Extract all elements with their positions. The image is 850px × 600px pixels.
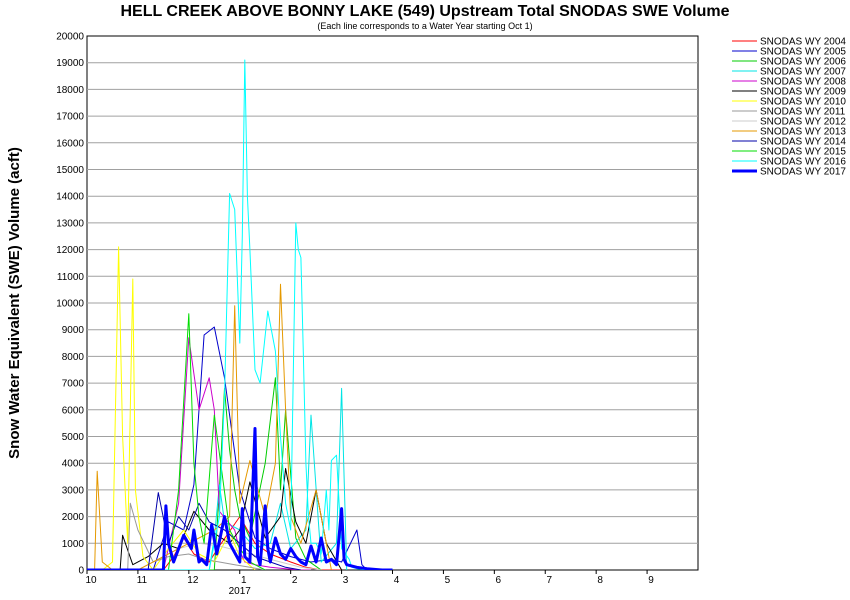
y-tick-label: 18000 bbox=[56, 85, 84, 96]
y-tick-label: 19000 bbox=[56, 58, 84, 69]
legend-entry: SNODAS WY 2004 bbox=[760, 37, 846, 48]
legend-entry: SNODAS WY 2006 bbox=[760, 57, 846, 68]
y-tick-label: 7000 bbox=[62, 379, 85, 390]
x-tick-label: 6 bbox=[496, 575, 502, 586]
y-tick-label: 0 bbox=[78, 566, 84, 577]
y-tick-label: 2000 bbox=[62, 512, 85, 523]
series-line bbox=[87, 502, 266, 570]
x-tick-label: 5 bbox=[445, 575, 451, 586]
y-tick-label: 14000 bbox=[56, 192, 84, 203]
y-tick-label: 1000 bbox=[62, 539, 85, 550]
legend-entry: SNODAS WY 2017 bbox=[760, 167, 846, 178]
y-tick-label: 12000 bbox=[56, 245, 84, 256]
series-line bbox=[87, 246, 256, 570]
y-tick-label: 5000 bbox=[62, 432, 85, 443]
x-year-label: 2017 bbox=[229, 586, 252, 597]
x-tick-label: 10 bbox=[85, 575, 97, 586]
x-tick-label: 9 bbox=[648, 575, 654, 586]
chart-title: HELL CREEK ABOVE BONNY LAKE (549) Upstre… bbox=[121, 3, 730, 20]
y-tick-label: 10000 bbox=[56, 299, 84, 310]
x-tick-label: 7 bbox=[546, 575, 552, 586]
y-axis-label: Snow Water Equivalent (SWE) Volume (acft… bbox=[6, 147, 23, 459]
x-tick-label: 3 bbox=[343, 575, 349, 586]
y-tick-label: 3000 bbox=[62, 485, 85, 496]
plot-area: 0 1000 2000 3000 4000 5000 6000 7000 8000 9000 100… bbox=[56, 32, 699, 597]
x-tick-label: 12 bbox=[187, 575, 199, 586]
series-line bbox=[87, 492, 301, 570]
y-tick-label: 20000 bbox=[56, 32, 84, 43]
legend-entry: SNODAS WY 2011 bbox=[760, 107, 846, 118]
legend-entry: SNODAS WY 2009 bbox=[760, 87, 846, 98]
series-line bbox=[87, 468, 343, 570]
legend-entry: SNODAS WY 2015 bbox=[760, 147, 846, 158]
y-tick-label: 9000 bbox=[62, 325, 85, 336]
y-tick-label: 6000 bbox=[62, 405, 85, 416]
x-tick-label: 11 bbox=[137, 575, 148, 586]
series-line bbox=[87, 337, 311, 570]
legend-entry: SNODAS WY 2010 bbox=[760, 97, 846, 108]
legend-entry: SNODAS WY 2005 bbox=[760, 47, 846, 58]
y-tick-label: 15000 bbox=[56, 165, 84, 176]
y-tick-label: 17000 bbox=[56, 112, 84, 123]
series-line bbox=[87, 427, 393, 570]
x-tick-label: 1 bbox=[241, 575, 247, 586]
series-line bbox=[87, 283, 332, 570]
legend-entry: SNODAS WY 2012 bbox=[760, 117, 846, 128]
series-line bbox=[87, 59, 368, 570]
y-tick-label: 13000 bbox=[56, 218, 84, 229]
y-tick-label: 11000 bbox=[57, 272, 85, 283]
legend-entry: SNODAS WY 2013 bbox=[760, 127, 846, 138]
y-tick-label: 8000 bbox=[62, 352, 85, 363]
x-tick-label: 2 bbox=[292, 575, 298, 586]
y-tick-label: 16000 bbox=[56, 138, 84, 149]
y-tick-label: 4000 bbox=[62, 459, 85, 470]
chart-subtitle: (Each line corresponds to a Water Year s… bbox=[317, 21, 532, 31]
legend-entry: SNODAS WY 2014 bbox=[760, 137, 846, 148]
legend-entry: SNODAS WY 2016 bbox=[760, 157, 846, 168]
x-tick-label: 8 bbox=[597, 575, 603, 586]
x-tick-label: 4 bbox=[394, 575, 400, 586]
legend-entry: SNODAS WY 2008 bbox=[760, 77, 846, 88]
legend-entry: SNODAS WY 2007 bbox=[760, 67, 846, 78]
